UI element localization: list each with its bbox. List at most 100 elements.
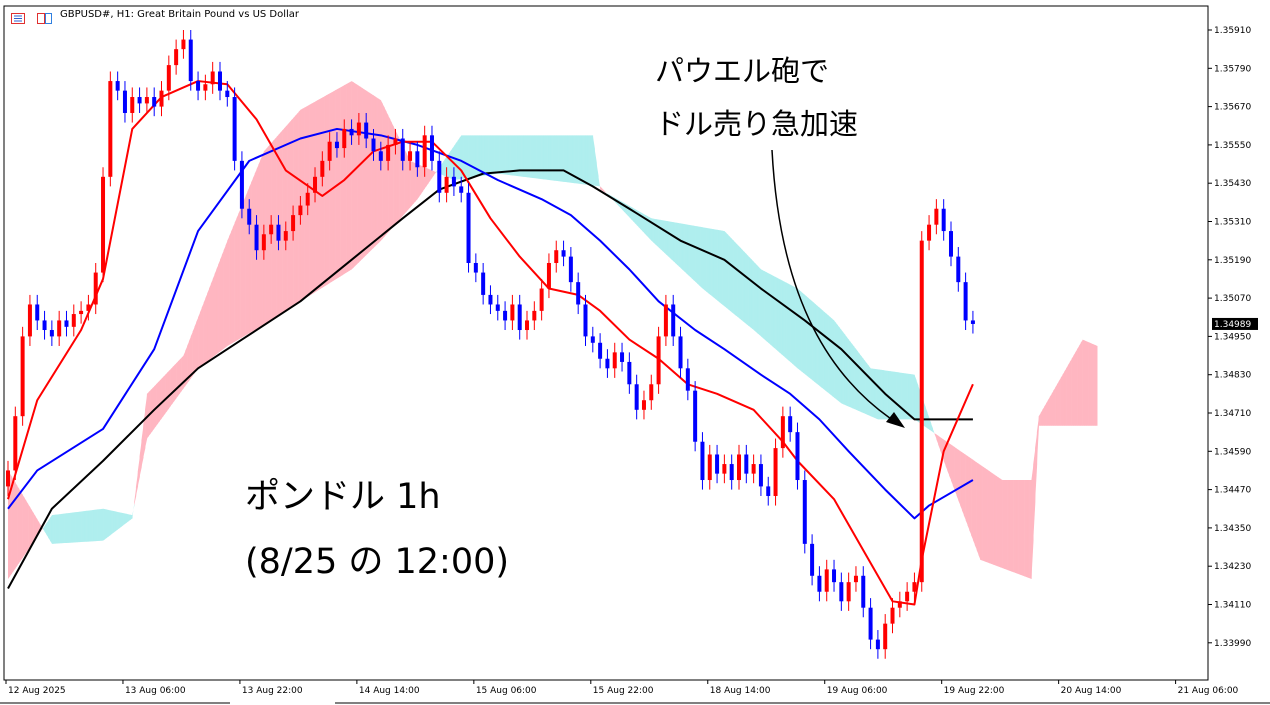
ichimoku-cloud-segment [494, 135, 497, 175]
ichimoku-cloud-segment [431, 170, 435, 178]
ichimoku-cloud-segment [51, 514, 54, 544]
ichimoku-cloud-segment [1031, 464, 1034, 579]
ichimoku-cloud-segment [1036, 416, 1040, 465]
ichimoku-cloud-segment [232, 222, 235, 343]
ichimoku-cloud-segment [296, 111, 299, 304]
ichimoku-cloud-segment [583, 135, 586, 185]
ichimoku-cloud-segment [585, 135, 588, 185]
ichimoku-cloud-segment [446, 153, 449, 178]
ichimoku-cloud-segment [272, 138, 276, 320]
x-tick-label: 15 Aug 22:00 [593, 686, 654, 696]
ichimoku-cloud-segment [227, 236, 230, 346]
ichimoku-cloud-segment [316, 99, 319, 292]
ichimoku-cloud-segment [1011, 480, 1014, 573]
candle-body [415, 151, 420, 168]
ichimoku-cloud-segment [961, 452, 965, 516]
annotation-arrow [771, 149, 901, 426]
candle-body [232, 97, 237, 161]
candle-body [941, 208, 946, 232]
ichimoku-cloud-segment [969, 457, 972, 536]
ichimoku-cloud-segment [1040, 409, 1043, 426]
ichimoku-cloud-segment [1082, 339, 1085, 426]
candle-body [108, 81, 113, 177]
ichimoku-cloud-segment [1047, 397, 1050, 426]
candle-body [802, 480, 807, 544]
ichimoku-cloud-segment [115, 511, 118, 531]
candle-body [766, 486, 771, 496]
ichimoku-cloud-segment [1062, 371, 1065, 426]
ichimoku-cloud-segment [170, 367, 173, 406]
plot-area [3, 5, 1209, 681]
ichimoku-cloud-segment [1055, 384, 1058, 426]
ichimoku-cloud-segment [925, 407, 928, 429]
ichimoku-cloud-segment [934, 433, 937, 440]
ichimoku-cloud-segment [676, 222, 679, 267]
ichimoku-cloud-segment [479, 135, 482, 177]
ichimoku-cloud-segment [251, 178, 254, 333]
menu-icon[interactable] [11, 9, 25, 24]
ichimoku-cloud-segment [779, 278, 782, 354]
candle-body [495, 304, 500, 311]
candle-body [897, 601, 902, 608]
ichimoku-cloud-segment [97, 509, 100, 542]
candle-body [963, 282, 968, 321]
ichimoku-cloud-segment [888, 370, 891, 420]
ichimoku-cloud-segment [1042, 406, 1045, 426]
ichimoku-cloud-segment [883, 370, 886, 420]
ichimoku-cloud-segment [949, 443, 952, 481]
ichimoku-cloud-segment [576, 135, 579, 184]
candle-body [824, 569, 829, 592]
ichimoku-cloud-segment [1046, 400, 1049, 426]
ichimoku-cloud-segment [219, 255, 223, 352]
ichimoku-cloud-segment [119, 512, 122, 529]
candle-body [649, 384, 654, 401]
candle-body [408, 151, 413, 161]
annotation-line-2: ドル売り急加速 [655, 107, 859, 141]
ichimoku-cloud-segment [896, 372, 899, 420]
ichimoku-cloud-segment [1033, 448, 1036, 541]
candle-body [356, 122, 361, 136]
ichimoku-cloud-segment [682, 223, 685, 272]
ichimoku-cloud-segment [24, 497, 27, 556]
candle-body [313, 176, 318, 193]
ichimoku-cloud-segment [229, 231, 232, 345]
ichimoku-cloud-segment [362, 88, 365, 259]
ichimoku-cloud-segment [285, 124, 288, 311]
ichimoku-cloud-segment [236, 213, 239, 341]
ichimoku-cloud-segment [903, 373, 906, 420]
annotation-label-1: ポンドル 1h [245, 477, 441, 517]
ichimoku-cloud-segment [384, 107, 387, 237]
ichimoku-cloud-segment [724, 231, 727, 308]
candle-body [788, 416, 793, 433]
ichimoku-cloud-segment [768, 273, 771, 345]
y-tick-label: 1.35550 [1214, 141, 1251, 151]
candle-body [137, 97, 142, 104]
candle-body [919, 240, 924, 583]
ichimoku-cloud-segment [442, 159, 446, 177]
ichimoku-cloud-segment [665, 220, 669, 257]
ichimoku-cloud-segment [203, 298, 206, 365]
ichimoku-cloud-segment [477, 135, 480, 177]
ichimoku-cloud-segment [967, 456, 970, 531]
candle-body [685, 368, 690, 391]
candle-body [620, 352, 625, 362]
ichimoku-cloud-segment [90, 510, 93, 542]
candle-body [883, 623, 888, 650]
candle-body [780, 416, 785, 449]
candle-body [49, 330, 54, 337]
ichimoku-cloud-segment [510, 135, 513, 176]
ichimoku-cloud-segment [506, 135, 510, 175]
ichimoku-cloud-segment [802, 293, 806, 375]
ichimoku-cloud-segment [419, 164, 422, 197]
ichimoku-cloud-segment [104, 509, 107, 540]
chart-window-icon[interactable] [37, 9, 52, 24]
candle-body [269, 224, 274, 235]
ichimoku-cloud-segment [375, 96, 378, 247]
candle-body [473, 262, 478, 273]
ichimoku-cloud-segment [938, 435, 941, 451]
ichimoku-cloud-segment [673, 222, 676, 263]
ichimoku-cloud-segment [832, 318, 835, 398]
ichimoku-cloud-segment [600, 186, 603, 191]
candle-body [934, 208, 939, 225]
